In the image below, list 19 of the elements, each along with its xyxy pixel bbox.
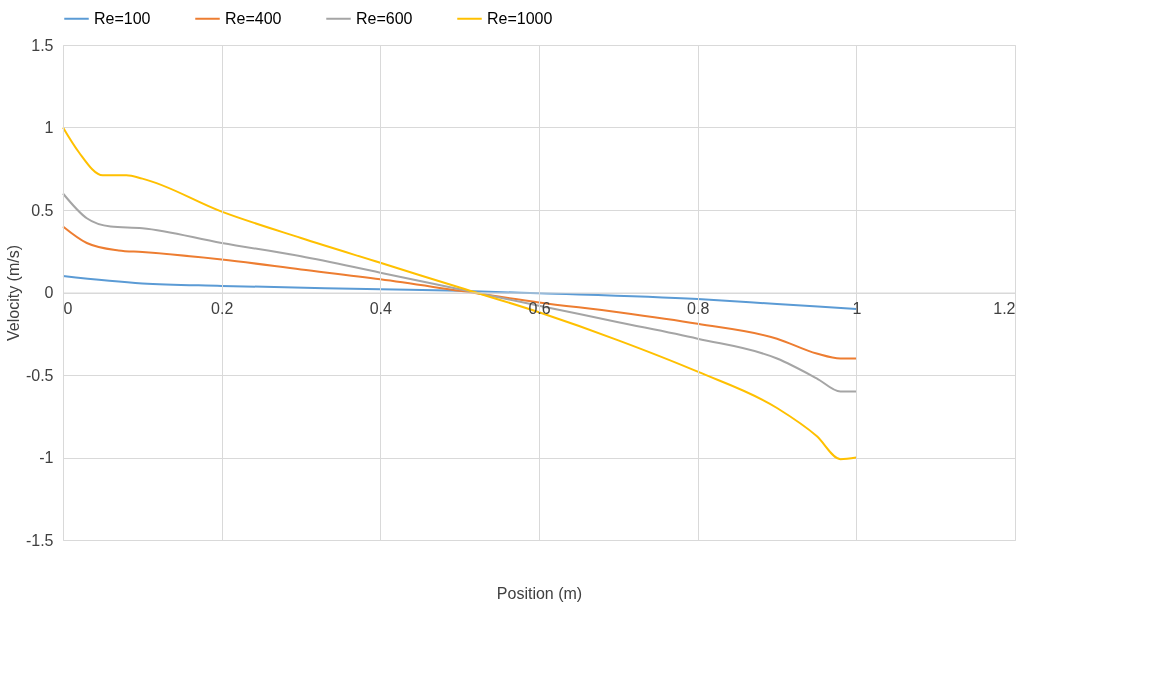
x-tick-label: 0.8 (687, 300, 710, 317)
y-tick-label: 1.5 (31, 36, 54, 54)
y-axis-title: Velocity (m/s) (4, 244, 22, 342)
legend-label: Re=400 (225, 9, 282, 27)
legend-label: Re=100 (94, 9, 151, 27)
y-tick-label: 1 (44, 119, 54, 136)
y-tick-label: 0.5 (31, 201, 54, 219)
x-tick-label: 1.2 (993, 300, 1016, 317)
y-tick-label: 0 (44, 284, 54, 301)
y-tick-label: -1 (39, 449, 54, 466)
legend-label: Re=600 (356, 9, 413, 27)
x-axis-title: Position (m) (496, 584, 583, 602)
x-tick-label: 0 (63, 300, 73, 317)
y-tick-label: -1.5 (25, 531, 54, 549)
legend-label: Re=1000 (487, 9, 553, 27)
x-tick-label: 1 (852, 300, 862, 317)
x-tick-label: 0.4 (369, 300, 393, 317)
x-tick-label: 0.2 (211, 300, 234, 317)
y-tick-label: -0.5 (25, 366, 54, 384)
